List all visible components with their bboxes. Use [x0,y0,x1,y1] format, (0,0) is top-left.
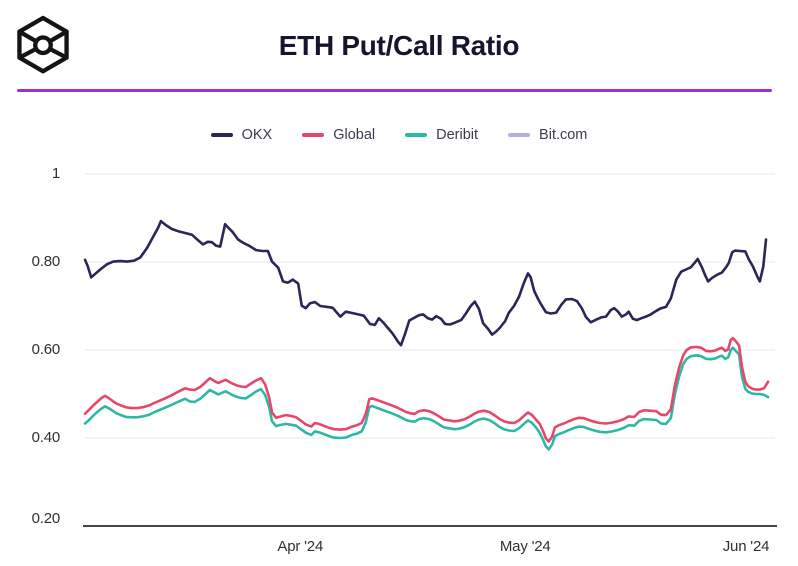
legend-label: Deribit [436,127,479,143]
x-axis-tick-label: Apr '24 [277,538,324,555]
legend-swatch-icon [302,133,325,137]
y-axis-tick-label: 0.20 [31,510,61,527]
legend-item-bit-com[interactable]: Bit.com [508,127,587,143]
y-axis-tick-label: 1 [51,165,60,182]
y-axis-tick-label: 0.40 [31,429,61,446]
y-axis-tick-label: 0.80 [31,253,61,270]
legend-swatch-icon [210,133,233,137]
series-line-global [83,336,770,443]
legend-swatch-icon [508,133,531,137]
legend-swatch-icon [405,133,428,137]
chart-legend: OKX Global Deribit Bit.com [0,125,798,145]
series-line-okx [83,219,768,347]
legend-item-okx[interactable]: OKX [210,127,273,143]
wireframe-cube-logo-icon [17,15,69,74]
y-axis-tick-label: 0.60 [31,341,61,358]
x-axis-tick-label: May '24 [499,538,551,555]
series-line-deribit [83,346,770,451]
x-axis-tick-label: Jun '24 [722,538,770,555]
legend-item-deribit[interactable]: Deribit [405,127,478,143]
legend-label: Bit.com [539,127,588,143]
page-title: ETH Put/Call Ratio [278,30,520,61]
legend-item-global[interactable]: Global [302,127,375,143]
legend-label: Global [333,127,376,143]
header-divider [17,89,772,92]
legend-label: OKX [241,127,273,143]
